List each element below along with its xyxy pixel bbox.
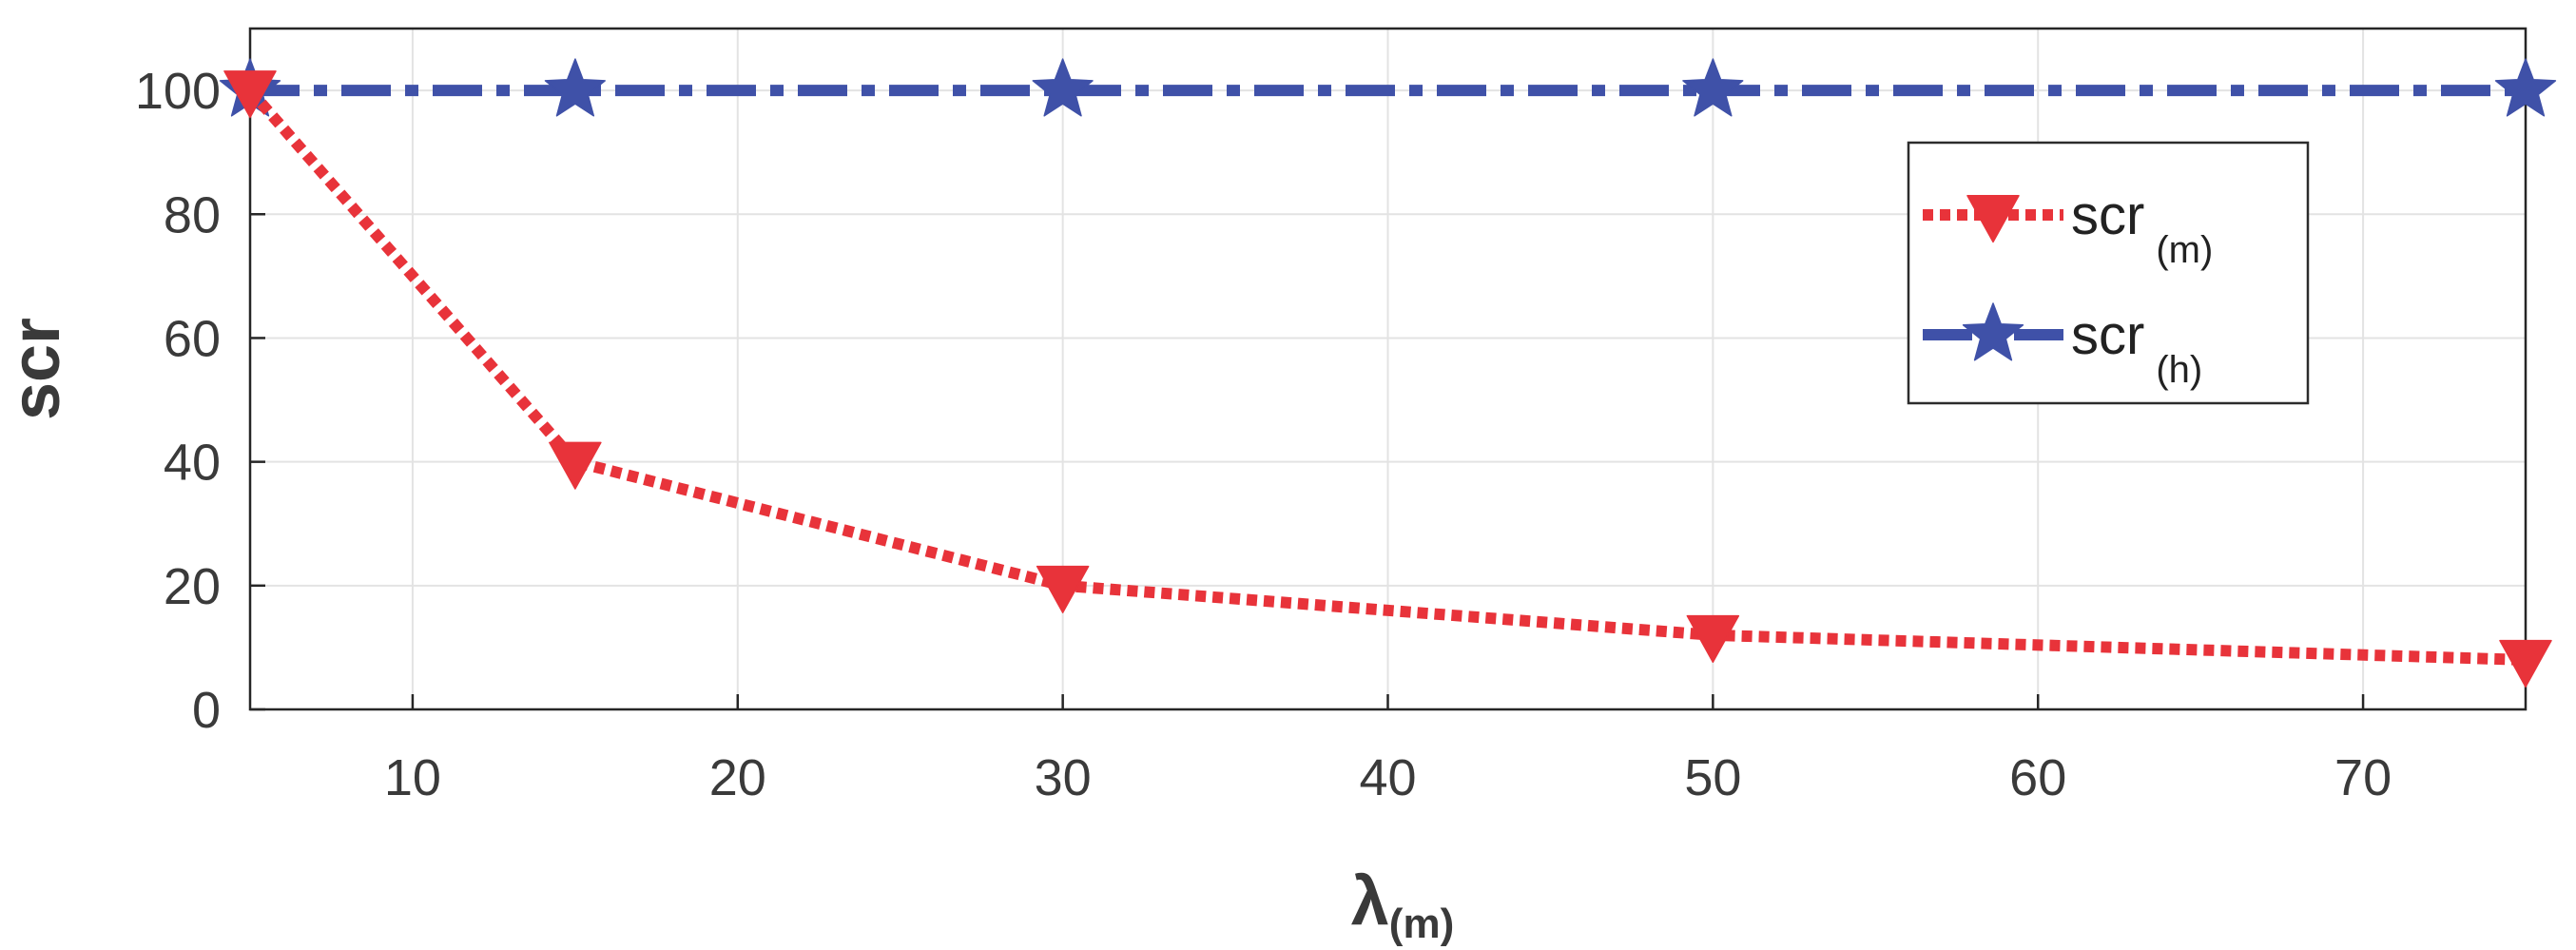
data-point-marker: [1036, 565, 1090, 613]
y-axis-ticks: 0 20 40 60 80 100: [135, 63, 265, 739]
y-tick-label: 0: [192, 682, 221, 739]
legend-item: scr (h): [1923, 302, 2202, 391]
y-tick-label: 100: [135, 63, 221, 120]
data-point-marker: [1032, 58, 1094, 117]
legend: scr (m) scr (h): [1907, 141, 2310, 405]
legend-marker: [1962, 302, 2024, 361]
data-point-marker: [549, 441, 602, 490]
x-tick-label: 20: [709, 749, 766, 806]
y-tick-label: 40: [164, 435, 221, 492]
data-point-marker: [2494, 58, 2557, 117]
legend-label-subscript: (m): [2156, 229, 2213, 271]
x-tick-label: 70: [2334, 749, 2392, 806]
legend-label-main: scr: [2071, 304, 2144, 366]
series-layer: [219, 58, 2557, 688]
legend-label: scr (m): [2071, 184, 2213, 271]
data-point-marker: [2499, 639, 2552, 688]
x-axis-title: λ(m): [1351, 863, 1454, 947]
x-axis-title-main: λ: [1351, 863, 1389, 940]
data-point-marker: [223, 70, 277, 119]
legend-label-subscript: (h): [2156, 349, 2202, 391]
y-tick-label: 20: [164, 558, 221, 615]
x-tick-label: 10: [384, 749, 441, 806]
x-tick-label: 50: [1684, 749, 1741, 806]
y-axis-title: scr: [0, 318, 74, 420]
x-tick-label: 30: [1035, 749, 1092, 806]
legend-label: scr (h): [2071, 304, 2202, 391]
data-point-marker: [1682, 58, 1744, 117]
x-axis-ticks: 10 20 30 40 50 60 70: [384, 694, 2392, 806]
x-tick-label: 40: [1359, 749, 1416, 806]
legend-marker: [1966, 195, 2020, 243]
data-point-marker: [544, 58, 606, 117]
x-axis-title-subscript: (m): [1389, 901, 1454, 947]
series-0: [223, 70, 2552, 688]
legend-item: scr (m): [1923, 184, 2213, 271]
data-point-marker: [1686, 614, 1740, 663]
y-tick-label: 80: [164, 186, 221, 243]
x-tick-label: 60: [2009, 749, 2066, 806]
y-tick-label: 60: [164, 310, 221, 367]
legend-label-main: scr: [2071, 184, 2144, 246]
